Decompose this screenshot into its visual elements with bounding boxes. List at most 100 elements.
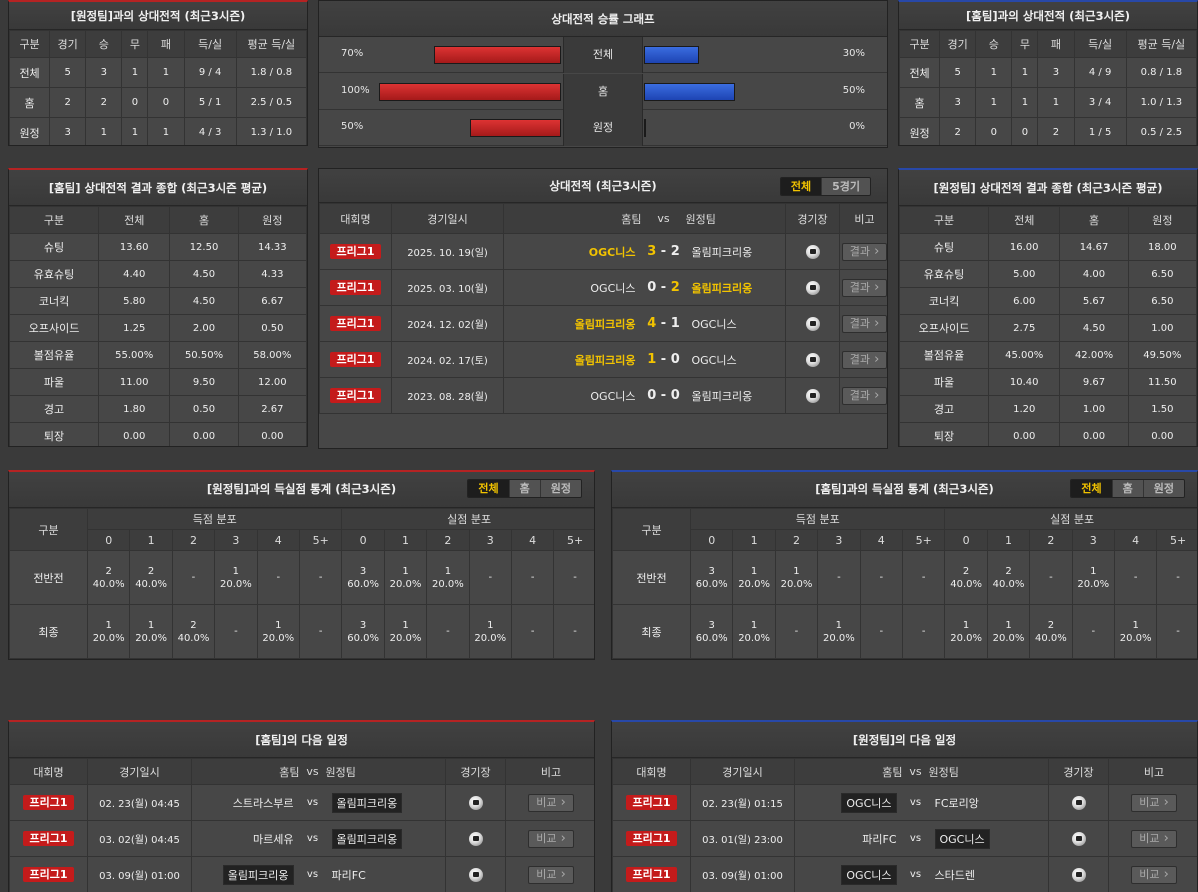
- home-team-name[interactable]: 파리FC: [862, 832, 897, 846]
- league-badge[interactable]: 프리그1: [330, 280, 381, 295]
- stadium-icon[interactable]: [468, 831, 483, 846]
- count-value: 1: [1090, 565, 1097, 577]
- distribution-cell: -: [859, 604, 903, 659]
- stadium-icon[interactable]: [1071, 795, 1086, 810]
- result-button[interactable]: 결과 ›: [841, 350, 887, 369]
- result-button[interactable]: 결과 ›: [841, 242, 887, 261]
- home-team-name[interactable]: 스트라스부르: [232, 796, 294, 810]
- stat-cell: 1: [121, 117, 149, 145]
- filter-tab-opt2[interactable]: 5경기: [821, 178, 870, 195]
- away-team-name[interactable]: 올림피크리옹: [331, 792, 403, 813]
- result-button[interactable]: 결과 ›: [841, 386, 887, 405]
- stadium-icon[interactable]: [468, 795, 483, 810]
- date-cell: 2023. 08. 28(월): [391, 377, 504, 414]
- league-badge[interactable]: 프리그1: [330, 244, 381, 259]
- home-team-name[interactable]: OGC니스: [590, 389, 636, 403]
- percent-value: 20.0%: [780, 578, 813, 590]
- chevron-right-icon: ›: [556, 794, 566, 810]
- compare-button[interactable]: 비교 ›: [1131, 829, 1177, 848]
- home-team-name[interactable]: 올림피크리옹: [222, 864, 294, 885]
- stat-cell: 1: [85, 117, 123, 145]
- away-team-name[interactable]: 스타드렌: [934, 868, 975, 882]
- league-badge[interactable]: 프리그1: [23, 867, 74, 882]
- league-badge[interactable]: 프리그1: [23, 831, 74, 846]
- stat-cell: 2.5 / 0.5: [235, 87, 307, 118]
- filter-tab-all[interactable]: 전체: [780, 178, 822, 195]
- stadium-icon[interactable]: [805, 316, 820, 331]
- row-label: 최종: [9, 604, 88, 659]
- filter-tab-opt2[interactable]: 홈: [508, 480, 540, 497]
- table-row: 전체 5 1 1 3 4 / 9 0.8 / 1.8: [899, 57, 1197, 88]
- distribution-cell: -: [510, 604, 555, 659]
- date-cell: 2024. 12. 02(월): [391, 305, 504, 342]
- count-value: 3: [359, 619, 367, 631]
- stat-cell: 1: [147, 117, 185, 145]
- stadium-icon[interactable]: [1071, 831, 1086, 846]
- away-team-name[interactable]: 올림피크리옹: [331, 828, 403, 849]
- filter-tab-all[interactable]: 전체: [468, 480, 509, 497]
- home-team-name[interactable]: OGC니스: [588, 245, 636, 259]
- table-row: 프리그1 03. 09(월) 01:00 OGC니스 vs 스타드렌 비교 ›: [612, 856, 1197, 892]
- compare-button[interactable]: 비교 ›: [1131, 865, 1177, 884]
- league-badge[interactable]: 프리그1: [626, 795, 677, 810]
- away-team-name[interactable]: OGC니스: [691, 317, 737, 331]
- away-score: 0: [670, 352, 680, 367]
- stadium-icon[interactable]: [468, 867, 483, 882]
- home-team-name[interactable]: OGC니스: [841, 864, 897, 885]
- filter-tab-all[interactable]: 전체: [1071, 480, 1112, 497]
- stat-cell: 9.67: [1059, 368, 1129, 396]
- result-button[interactable]: 결과 ›: [841, 314, 887, 333]
- result-button[interactable]: 결과 ›: [841, 278, 887, 297]
- stadium-cell: [785, 269, 840, 306]
- stadium-icon[interactable]: [1071, 867, 1086, 882]
- stadium-icon[interactable]: [805, 280, 820, 295]
- table-row: 코너킥 6.00 5.67 6.50: [899, 287, 1197, 315]
- league-badge[interactable]: 프리그1: [330, 352, 381, 367]
- away-team-name[interactable]: 올림피크리옹: [691, 245, 753, 259]
- count-value: 2: [1005, 565, 1012, 577]
- home-team-name[interactable]: 올림피크리옹: [574, 317, 636, 331]
- conceded-header: 실점 분포: [341, 508, 594, 530]
- distribution-cell: 2 40.0%: [86, 550, 131, 605]
- home-team-name[interactable]: 마르세유: [253, 832, 294, 846]
- league-badge[interactable]: 프리그1: [626, 831, 677, 846]
- row-label: 코너킥: [9, 287, 100, 315]
- stadium-icon[interactable]: [805, 244, 820, 259]
- away-team-name[interactable]: FC로리앙: [934, 796, 979, 810]
- filter-tab-opt2[interactable]: 홈: [1111, 480, 1143, 497]
- compare-button[interactable]: 비교 ›: [1131, 793, 1177, 812]
- graph-row-label: 전체: [563, 37, 643, 73]
- distribution-cell: 2 40.0%: [171, 604, 216, 659]
- table-row: 프리그1 03. 09(월) 01:00 올림피크리옹 vs 파리FC 비교 ›: [9, 856, 594, 892]
- away-team-name[interactable]: OGC니스: [691, 353, 737, 367]
- home-team-name[interactable]: OGC니스: [590, 281, 636, 295]
- row-label: 홈: [9, 87, 51, 118]
- win-rate-graph: 70% 전체 30% 100% 홈 50% 50% 원정 0%: [319, 37, 887, 147]
- away-team-name[interactable]: 파리FC: [331, 868, 366, 882]
- stadium-icon[interactable]: [805, 388, 820, 403]
- league-badge[interactable]: 프리그1: [23, 795, 74, 810]
- column-header: 경기장: [785, 203, 840, 234]
- filter-tab-opt3[interactable]: 원정: [1142, 480, 1184, 497]
- away-team-name[interactable]: 올림피크리옹: [691, 389, 753, 403]
- column-header: 승: [85, 30, 123, 58]
- stat-cell: 18.00: [1127, 233, 1197, 261]
- table-row: 프리그1 2024. 02. 17(토) 올림피크리옹 1 - 0 OGC니스 결과 ›: [319, 341, 887, 378]
- home-team-name[interactable]: 올림피크리옹: [574, 353, 636, 367]
- league-badge[interactable]: 프리그1: [330, 388, 381, 403]
- compare-button[interactable]: 비교 ›: [528, 793, 574, 812]
- compare-button[interactable]: 비교 ›: [528, 865, 574, 884]
- home-team-name[interactable]: OGC니스: [841, 792, 897, 813]
- column-header: 득/실: [183, 30, 237, 58]
- league-badge[interactable]: 프리그1: [626, 867, 677, 882]
- away-team-name[interactable]: 올림피크리옹: [691, 281, 753, 295]
- stadium-icon[interactable]: [805, 352, 820, 367]
- league-badge[interactable]: 프리그1: [330, 316, 381, 331]
- filter-tab-opt3[interactable]: 원정: [539, 480, 581, 497]
- away-team-name[interactable]: OGC니스: [934, 828, 990, 849]
- stat-cell: 1: [975, 57, 1013, 88]
- compare-button[interactable]: 비교 ›: [528, 829, 574, 848]
- count-value: 2: [105, 565, 112, 577]
- distribution-cell: -: [1071, 604, 1115, 659]
- vs-label: vs: [306, 833, 319, 844]
